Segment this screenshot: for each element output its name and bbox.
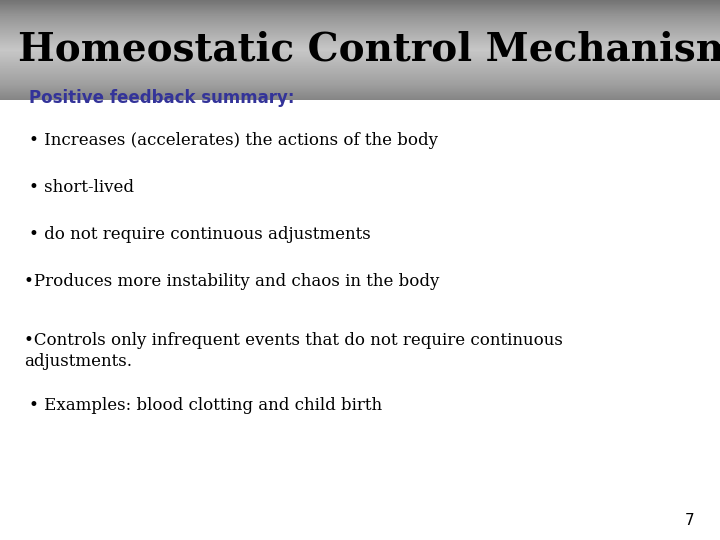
Text: • Increases (accelerates) the actions of the body: • Increases (accelerates) the actions of… [29,132,438,149]
Text: •Controls only infrequent events that do not require continuous
adjustments.: •Controls only infrequent events that do… [24,332,562,370]
Text: 7: 7 [685,513,695,528]
Text: Positive feedback summary:: Positive feedback summary: [29,89,294,107]
Text: • short-lived: • short-lived [29,179,134,196]
Text: Homeostatic Control Mechanisms: Homeostatic Control Mechanisms [18,31,720,69]
Text: • do not require continuous adjustments: • do not require continuous adjustments [29,226,371,243]
Text: •Produces more instability and chaos in the body: •Produces more instability and chaos in … [24,273,439,290]
Text: • Examples: blood clotting and child birth: • Examples: blood clotting and child bir… [29,397,382,414]
